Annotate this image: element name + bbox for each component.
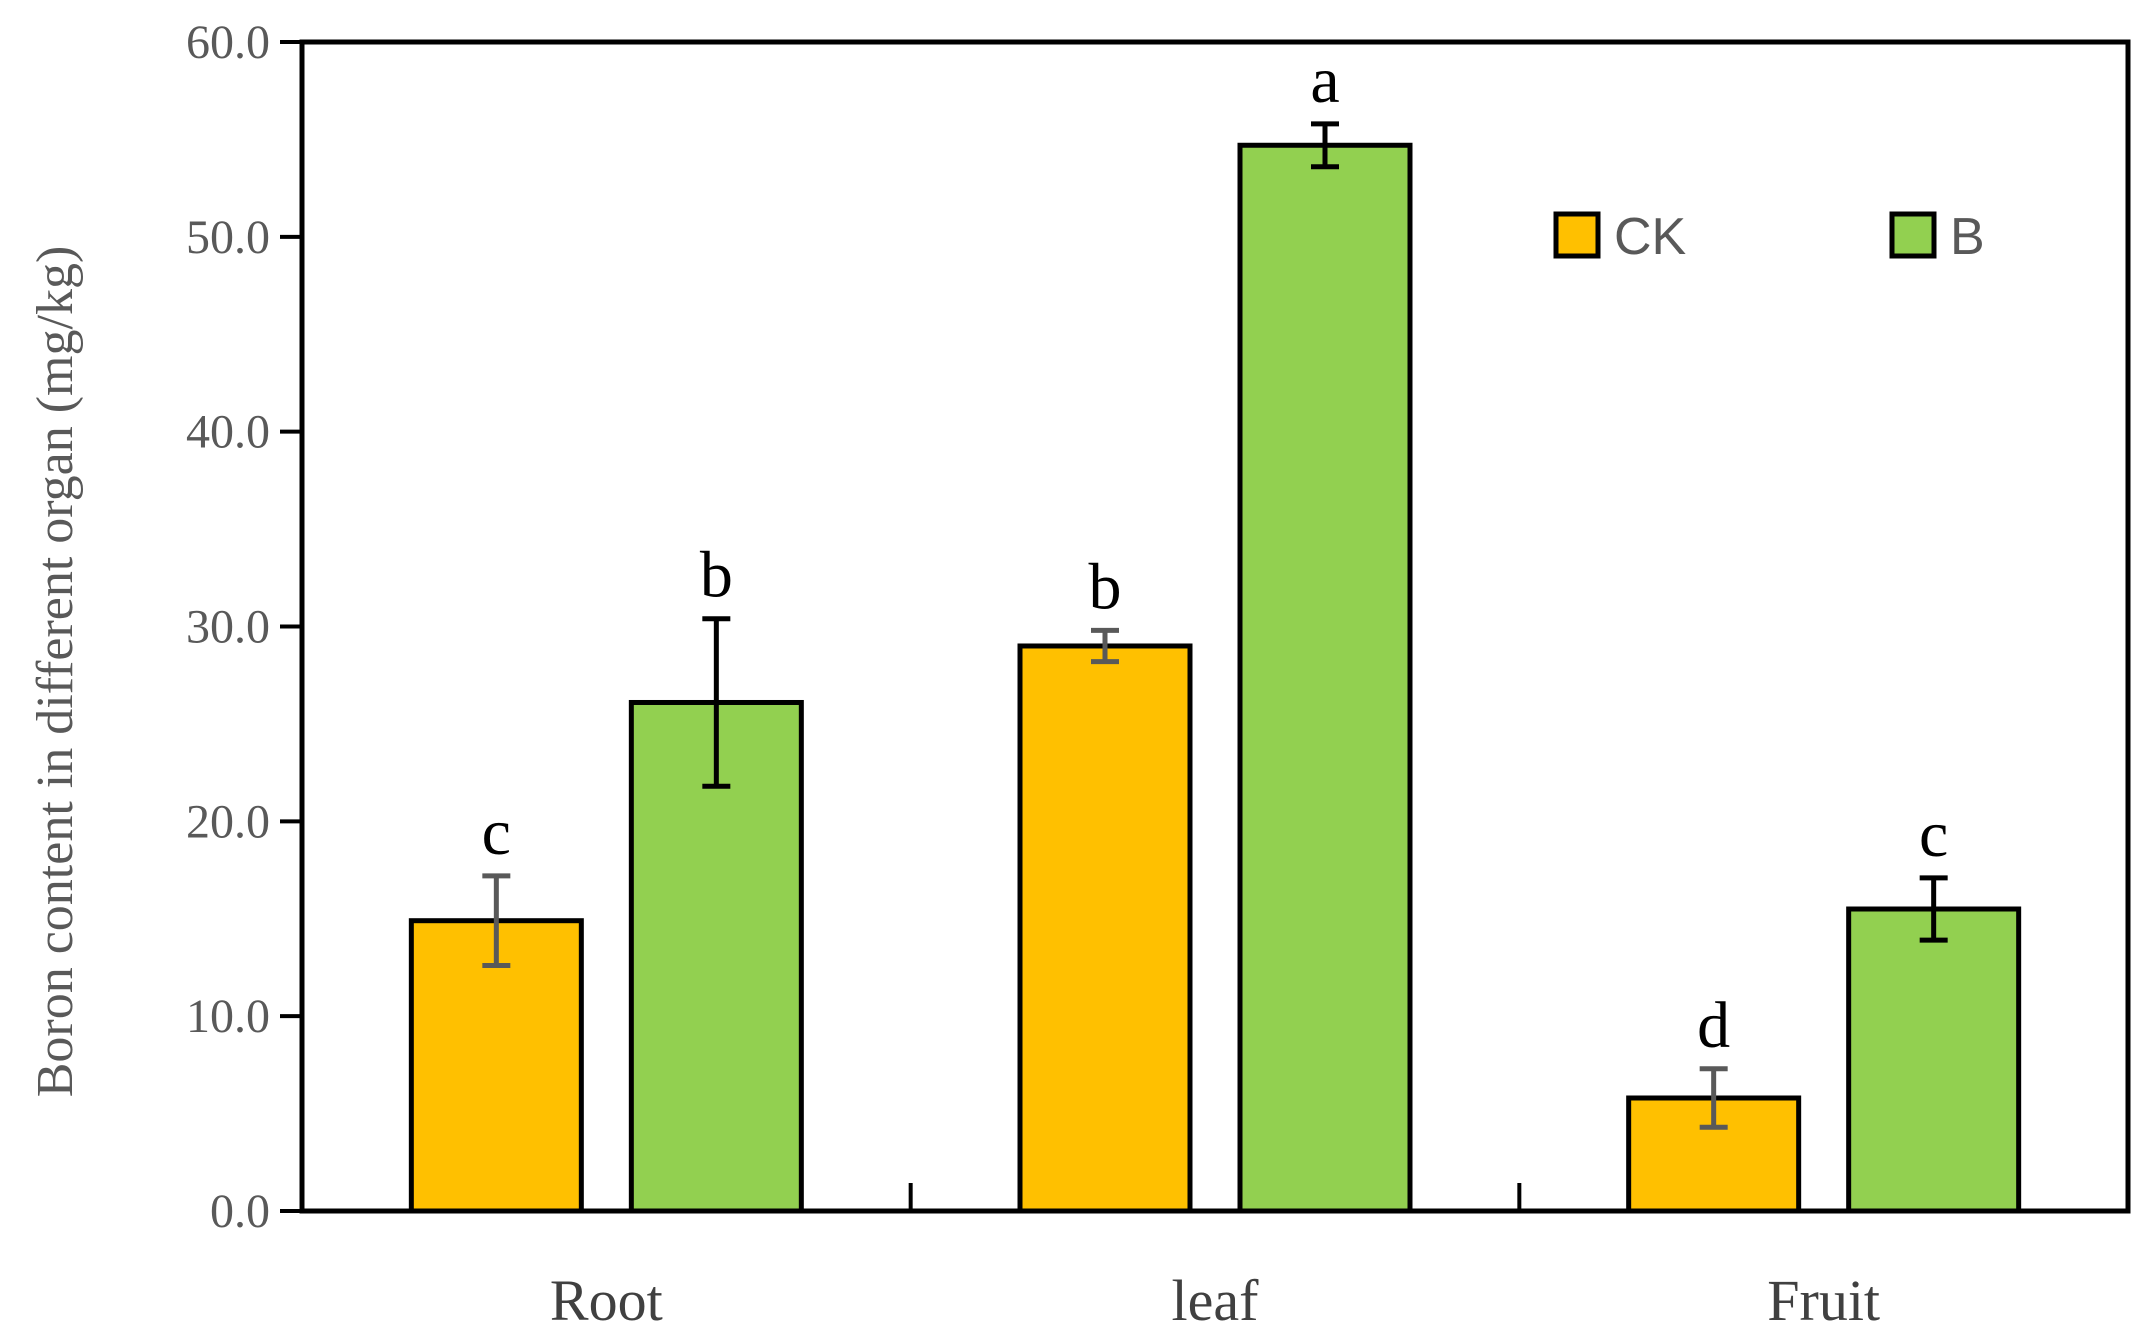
legend-swatch-b <box>1889 211 1937 259</box>
x-category-label: Root <box>550 1268 663 1333</box>
axis-labels: Root leaf Fruit Boron content in different … <box>27 246 1880 1333</box>
significance-letter: c <box>1919 798 1948 871</box>
y-tick-label: 50.0 <box>186 211 270 264</box>
axes: 0.0 10.0 20.0 30.0 40.0 50.0 60.0 <box>186 16 2131 1238</box>
bar-ck-root <box>408 918 584 1214</box>
significance-letter: a <box>1310 44 1339 117</box>
y-tick-label: 30.0 <box>186 601 270 654</box>
significance-letter: c <box>482 796 511 869</box>
x-category-label: leaf <box>1172 1268 1260 1333</box>
y-tick-label: 20.0 <box>186 795 270 848</box>
legend-label-b: B <box>1950 208 1985 266</box>
bar-b-fruit <box>1846 906 2022 1214</box>
x-category-label: Fruit <box>1767 1268 1880 1333</box>
bar-ck-leaf <box>1017 643 1193 1214</box>
y-axis-label: Boron content in different organ (mg/kg) <box>27 246 84 1098</box>
legend-label-ck: CK <box>1614 208 1687 266</box>
bars <box>408 142 2022 1214</box>
significance-letter: d <box>1697 989 1730 1062</box>
y-tick-label: 10.0 <box>186 990 270 1043</box>
legend: CK B <box>1553 208 1985 266</box>
significance-letter: b <box>1089 550 1122 623</box>
bar-b-leaf <box>1237 142 1413 1214</box>
error-bars <box>482 121 1948 1130</box>
significance-letter: b <box>700 539 733 612</box>
y-tick-label: 0.0 <box>210 1185 270 1238</box>
significance-letters: c b b a d c <box>482 44 1949 1062</box>
y-tick-label: 40.0 <box>186 406 270 459</box>
legend-swatch-ck <box>1553 211 1601 259</box>
y-tick-label: 60.0 <box>186 16 270 69</box>
